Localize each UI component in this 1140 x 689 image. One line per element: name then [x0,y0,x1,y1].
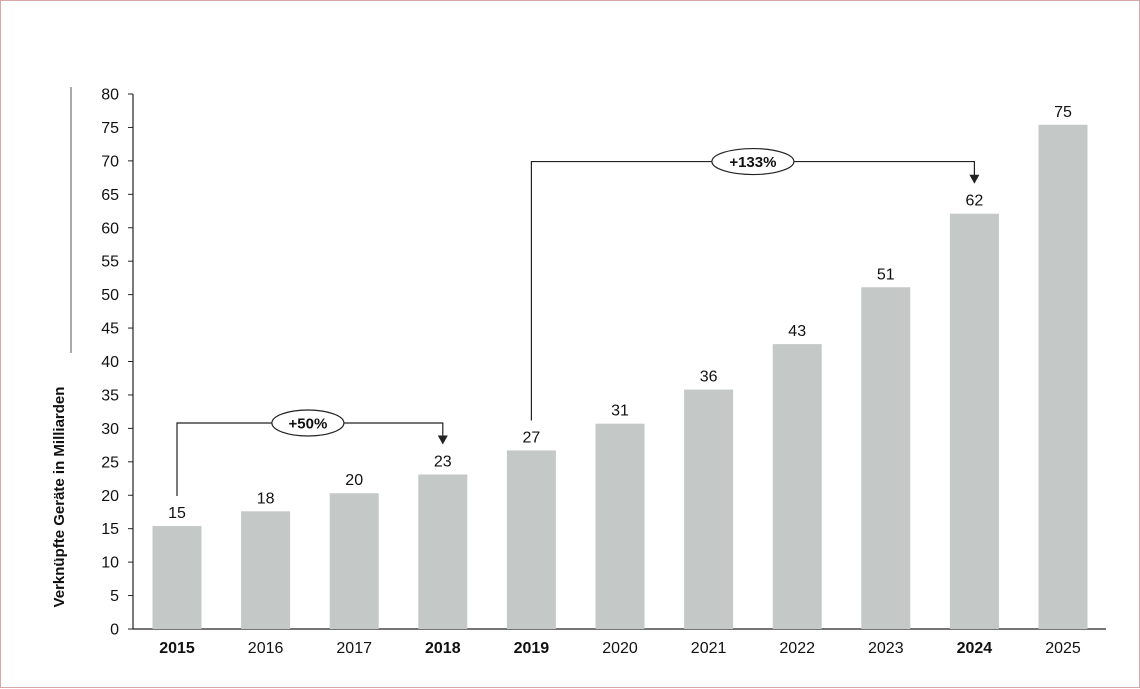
bar-2019 [506,450,556,629]
y-tick-label: 15 [101,521,119,538]
y-tick-label: 5 [110,588,119,605]
data-label-2021: 36 [700,369,718,386]
x-tick-label-2024: 2024 [957,640,993,657]
bar-2016 [241,511,291,629]
y-tick-label: 25 [101,454,119,471]
bar-2015 [152,526,202,629]
data-label-2024: 62 [966,193,984,210]
y-tick-label: 20 [101,488,119,505]
data-label-2025: 75 [1054,104,1072,121]
y-tick-label: 10 [101,555,119,572]
y-tick-label: 65 [101,187,119,204]
bar-2024 [949,213,999,630]
annotation-label: +133% [729,154,776,171]
x-tick-label-2022: 2022 [779,640,815,657]
bar-2020 [595,423,645,629]
x-tick-label-2021: 2021 [691,640,727,657]
data-label-2022: 43 [788,323,806,340]
bar-2022 [772,344,822,629]
x-tick-label-2016: 2016 [248,640,284,657]
x-tick-label-2015: 2015 [159,640,195,657]
y-tick-label: 75 [101,120,119,137]
annotation-ellipse [711,147,795,176]
bar-2023 [861,287,911,629]
x-tick-label-2019: 2019 [514,640,550,657]
growth-annotation-+133%: +133% [530,147,980,421]
y-tick-label: 80 [101,87,119,104]
y-tick-label: 35 [101,387,119,404]
y-axis-label: Verknüpfte Geräte in Milliarden [51,387,68,608]
annotation-ellipse [271,409,345,437]
x-tick-label-2020: 2020 [602,640,638,657]
y-tick-label: 0 [110,622,119,639]
data-label-2015: 15 [168,505,186,522]
growth-annotation-+50%: +50% [176,409,448,497]
x-tick-label-2018: 2018 [425,640,461,657]
bar-2017 [329,493,379,629]
data-label-2020: 31 [611,403,629,420]
y-tick-label: 55 [101,254,119,271]
data-label-2023: 51 [877,266,895,283]
bar-2021 [684,389,734,629]
y-tick-label: 70 [101,153,119,170]
arrow-head-icon [437,435,448,445]
data-label-2017: 20 [345,472,363,489]
arrow-head-icon [969,174,980,184]
data-label-2016: 18 [257,490,275,507]
data-label-2018: 23 [434,454,452,471]
x-tick-label-2017: 2017 [336,640,372,657]
bar-2018 [418,474,468,629]
x-tick-label-2023: 2023 [868,640,904,657]
y-tick-label: 60 [101,220,119,237]
y-tick-label: 50 [101,287,119,304]
y-tick-label: 30 [101,421,119,438]
bar-2025 [1038,124,1088,629]
y-tick-label: 40 [101,354,119,371]
data-label-2019: 27 [523,429,541,446]
annotation-label: +50% [289,416,328,433]
x-tick-label-2025: 2025 [1045,640,1081,657]
y-tick-label: 45 [101,321,119,338]
